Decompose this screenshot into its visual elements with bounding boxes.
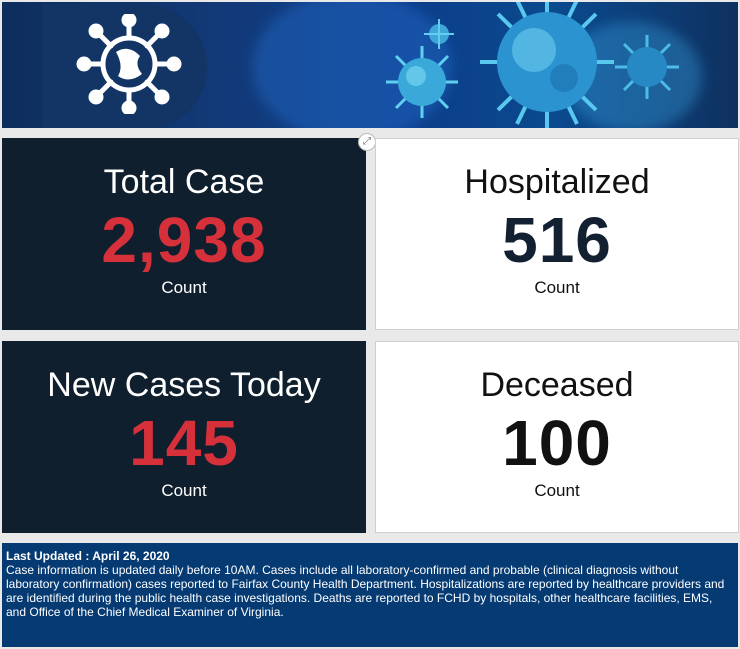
virus-illustration (386, 46, 458, 118)
new-cases-today-title: New Cases Today (47, 366, 321, 404)
hospitalized-unit: Count (534, 278, 580, 297)
new-cases-today-unit: Count (161, 481, 207, 500)
hospitalized-card: Hospitalized 516 Count (375, 138, 739, 330)
new-cases-today-value: 145 (129, 407, 239, 479)
deceased-value: 100 (502, 407, 612, 479)
expand-icon[interactable]: ⤢ (358, 133, 376, 151)
deceased-title: Deceased (480, 366, 634, 404)
case-info-text: Case information is updated daily before… (6, 563, 725, 619)
header-banner (2, 2, 738, 128)
total-case-card: Total Case 2,938 Count (2, 138, 366, 330)
virus-illustration (480, 2, 614, 128)
virus-illustration (615, 35, 679, 99)
new-cases-today-card: New Cases Today 145 Count (2, 341, 366, 533)
hospitalized-title: Hospitalized (464, 163, 650, 201)
total-case-unit: Count (161, 278, 207, 297)
hospitalized-value: 516 (502, 204, 612, 276)
info-footer: Last Updated : April 26, 2020 Case infor… (2, 543, 738, 647)
virus-illustration (424, 19, 454, 49)
total-case-title: Total Case (103, 163, 265, 201)
deceased-unit: Count (534, 481, 580, 500)
virus-icon (76, 14, 182, 114)
total-case-value: 2,938 (101, 204, 267, 276)
last-updated-text: Last Updated : April 26, 2020 (6, 549, 170, 563)
deceased-card: Deceased 100 Count (375, 341, 739, 533)
